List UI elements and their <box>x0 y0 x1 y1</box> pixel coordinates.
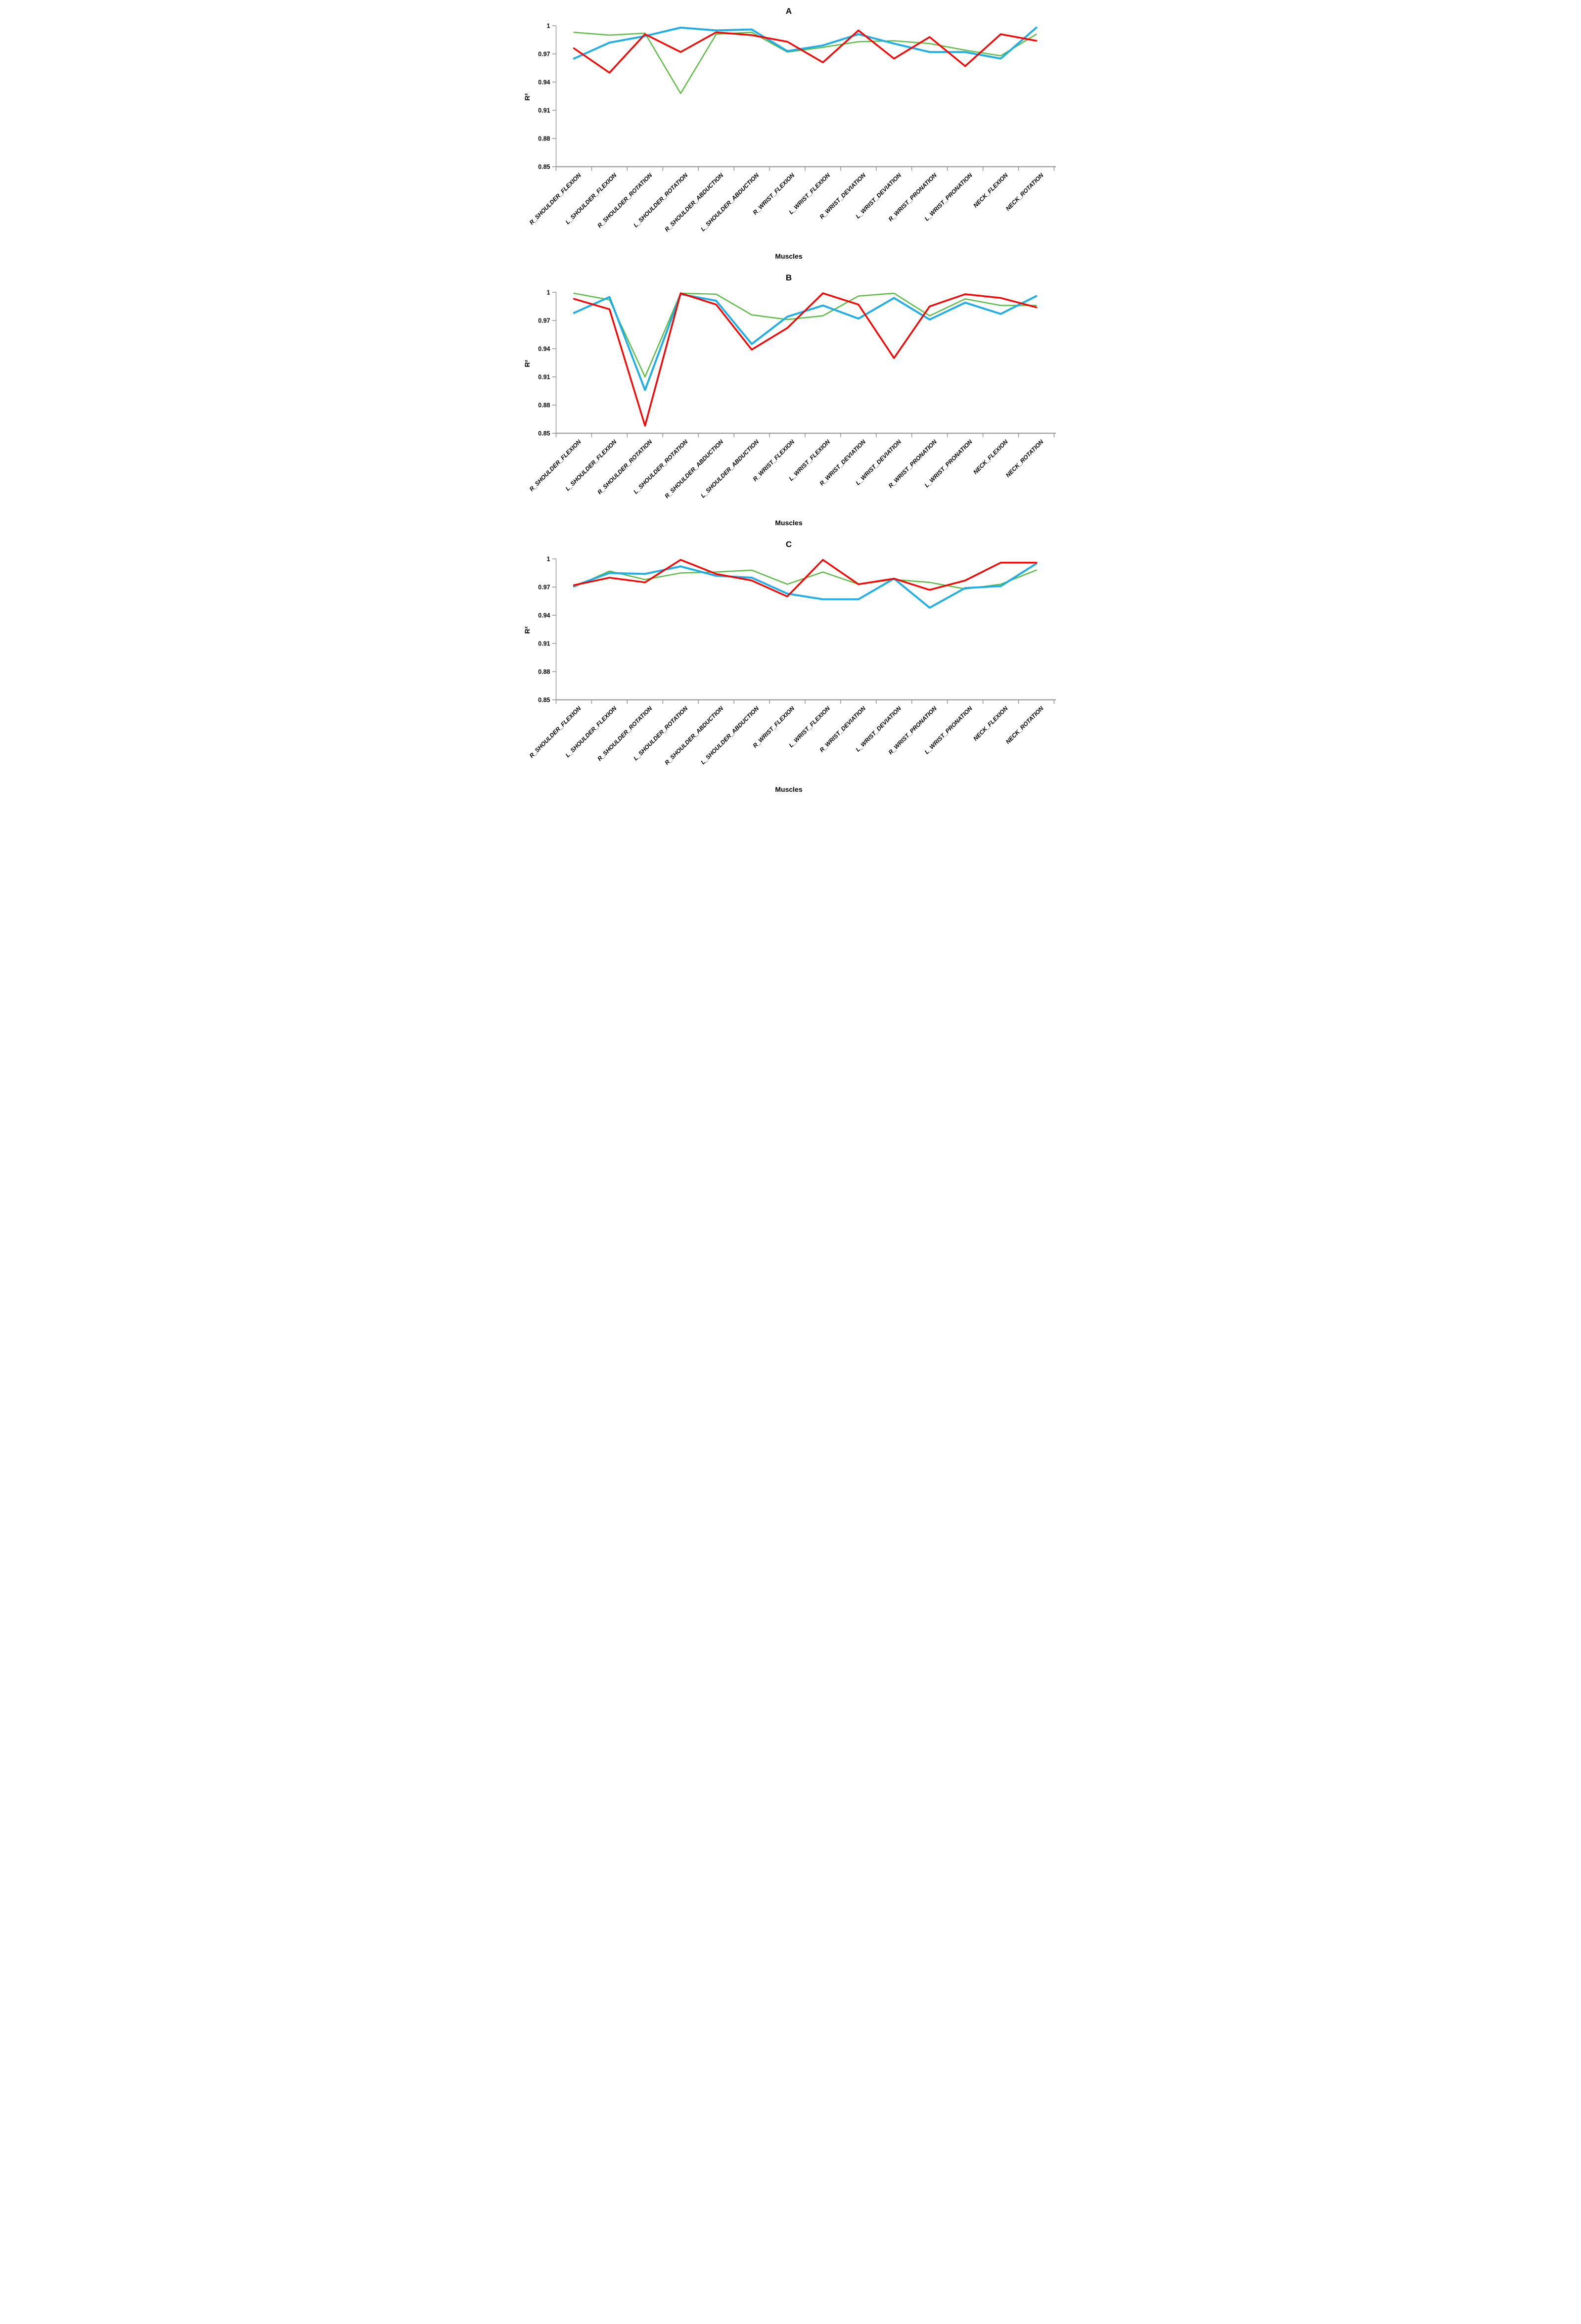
x-category-label: L_SHOULDER_ABDUCTION <box>699 438 760 499</box>
x-category-label: NECK_ROTATION <box>1004 172 1044 212</box>
y-tick-label: 0.88 <box>538 669 550 676</box>
y-tick-label: 1 <box>546 289 550 296</box>
axes <box>552 558 1056 704</box>
y-axis-title: R² <box>523 93 531 100</box>
y-tick-label: 0.85 <box>538 697 550 704</box>
y-tick-label: 0.94 <box>538 346 550 353</box>
y-tick-label: 0.91 <box>538 374 550 381</box>
series-lines <box>573 292 1038 427</box>
y-axis-title: R² <box>523 360 531 367</box>
y-axis-title: R² <box>523 626 531 634</box>
axes <box>552 25 1056 171</box>
series-red-line <box>573 29 1037 74</box>
x-axis-title: Muscles <box>775 252 802 260</box>
series-lines <box>573 26 1038 94</box>
y-tick-label: 0.97 <box>538 51 550 58</box>
series-blue-line <box>573 26 1038 60</box>
y-tick-label: 0.94 <box>538 79 550 86</box>
axes <box>552 292 1056 437</box>
y-tick-label: 0.91 <box>538 640 550 647</box>
x-category-label: NECK_FLEXION <box>972 438 1009 476</box>
y-tick-labels: 1 0.97 0.94 0.91 0.88 0.85 <box>538 289 550 437</box>
y-tick-label: 0.91 <box>538 107 550 114</box>
chart-title: B <box>785 273 791 282</box>
y-tick-label: 0.97 <box>538 584 550 591</box>
x-category-label: NECK_ROTATION <box>1004 438 1044 479</box>
series-red-line <box>573 559 1037 597</box>
x-axis-title: Muscles <box>775 785 802 793</box>
y-tick-label: 1 <box>546 556 550 563</box>
x-category-label: R_SHOULDER_ABDUCTION <box>663 705 724 766</box>
series-green-line <box>573 32 1037 94</box>
series-lines <box>573 559 1038 609</box>
chart-title: A <box>785 6 791 16</box>
y-tick-label: 0.85 <box>538 164 550 171</box>
chart-panel-b: B R² 1 0.97 0.94 0.91 0.88 0.85 R_SHOULDER_FL… <box>523 273 1056 527</box>
x-category-label: NECK_FLEXION <box>972 705 1009 742</box>
series-green-line <box>573 292 1037 378</box>
x-category-label: NECK_FLEXION <box>972 172 1009 209</box>
x-category-label: NECK_ROTATION <box>1004 705 1044 745</box>
series-red-line <box>573 292 1037 427</box>
chart-title: C <box>785 540 791 549</box>
x-category-labels: R_SHOULDER_FLEXIONL_SHOULDER_FLEXIONR_SH… <box>528 705 1044 766</box>
y-tick-labels: 1 0.97 0.94 0.91 0.88 0.85 <box>538 556 550 704</box>
x-axis-title: Muscles <box>775 519 802 527</box>
series-blue-line <box>573 562 1038 609</box>
x-category-labels: R_SHOULDER_FLEXIONL_SHOULDER_FLEXIONR_SH… <box>528 438 1044 500</box>
x-category-label: R_SHOULDER_ABDUCTION <box>663 438 724 500</box>
x-category-label: L_SHOULDER_ABDUCTION <box>699 705 760 766</box>
x-category-labels: R_SHOULDER_FLEXIONL_SHOULDER_FLEXIONR_SH… <box>528 172 1044 233</box>
y-tick-label: 0.88 <box>538 136 550 142</box>
x-category-label: L_SHOULDER_ABDUCTION <box>699 172 760 232</box>
y-tick-labels: 1 0.97 0.94 0.91 0.88 0.85 <box>538 23 550 171</box>
chart-panel-c: C R² 1 0.97 0.94 0.91 0.88 0.85 R_SHOULDER_FL… <box>523 540 1056 793</box>
figure-container: A R² 1 0.97 0.94 0.91 0.88 0.85 R_SHOULDER_FL… <box>518 0 1063 800</box>
chart-panel-a: A R² 1 0.97 0.94 0.91 0.88 0.85 R_SHOULDER_FL… <box>523 6 1056 260</box>
y-tick-label: 0.94 <box>538 612 550 619</box>
x-category-label: R_SHOULDER_ABDUCTION <box>663 172 724 233</box>
y-tick-label: 0.88 <box>538 402 550 409</box>
y-tick-label: 0.97 <box>538 318 550 324</box>
y-tick-label: 1 <box>546 23 550 30</box>
series-blue-line <box>573 293 1038 391</box>
y-tick-label: 0.85 <box>538 430 550 437</box>
